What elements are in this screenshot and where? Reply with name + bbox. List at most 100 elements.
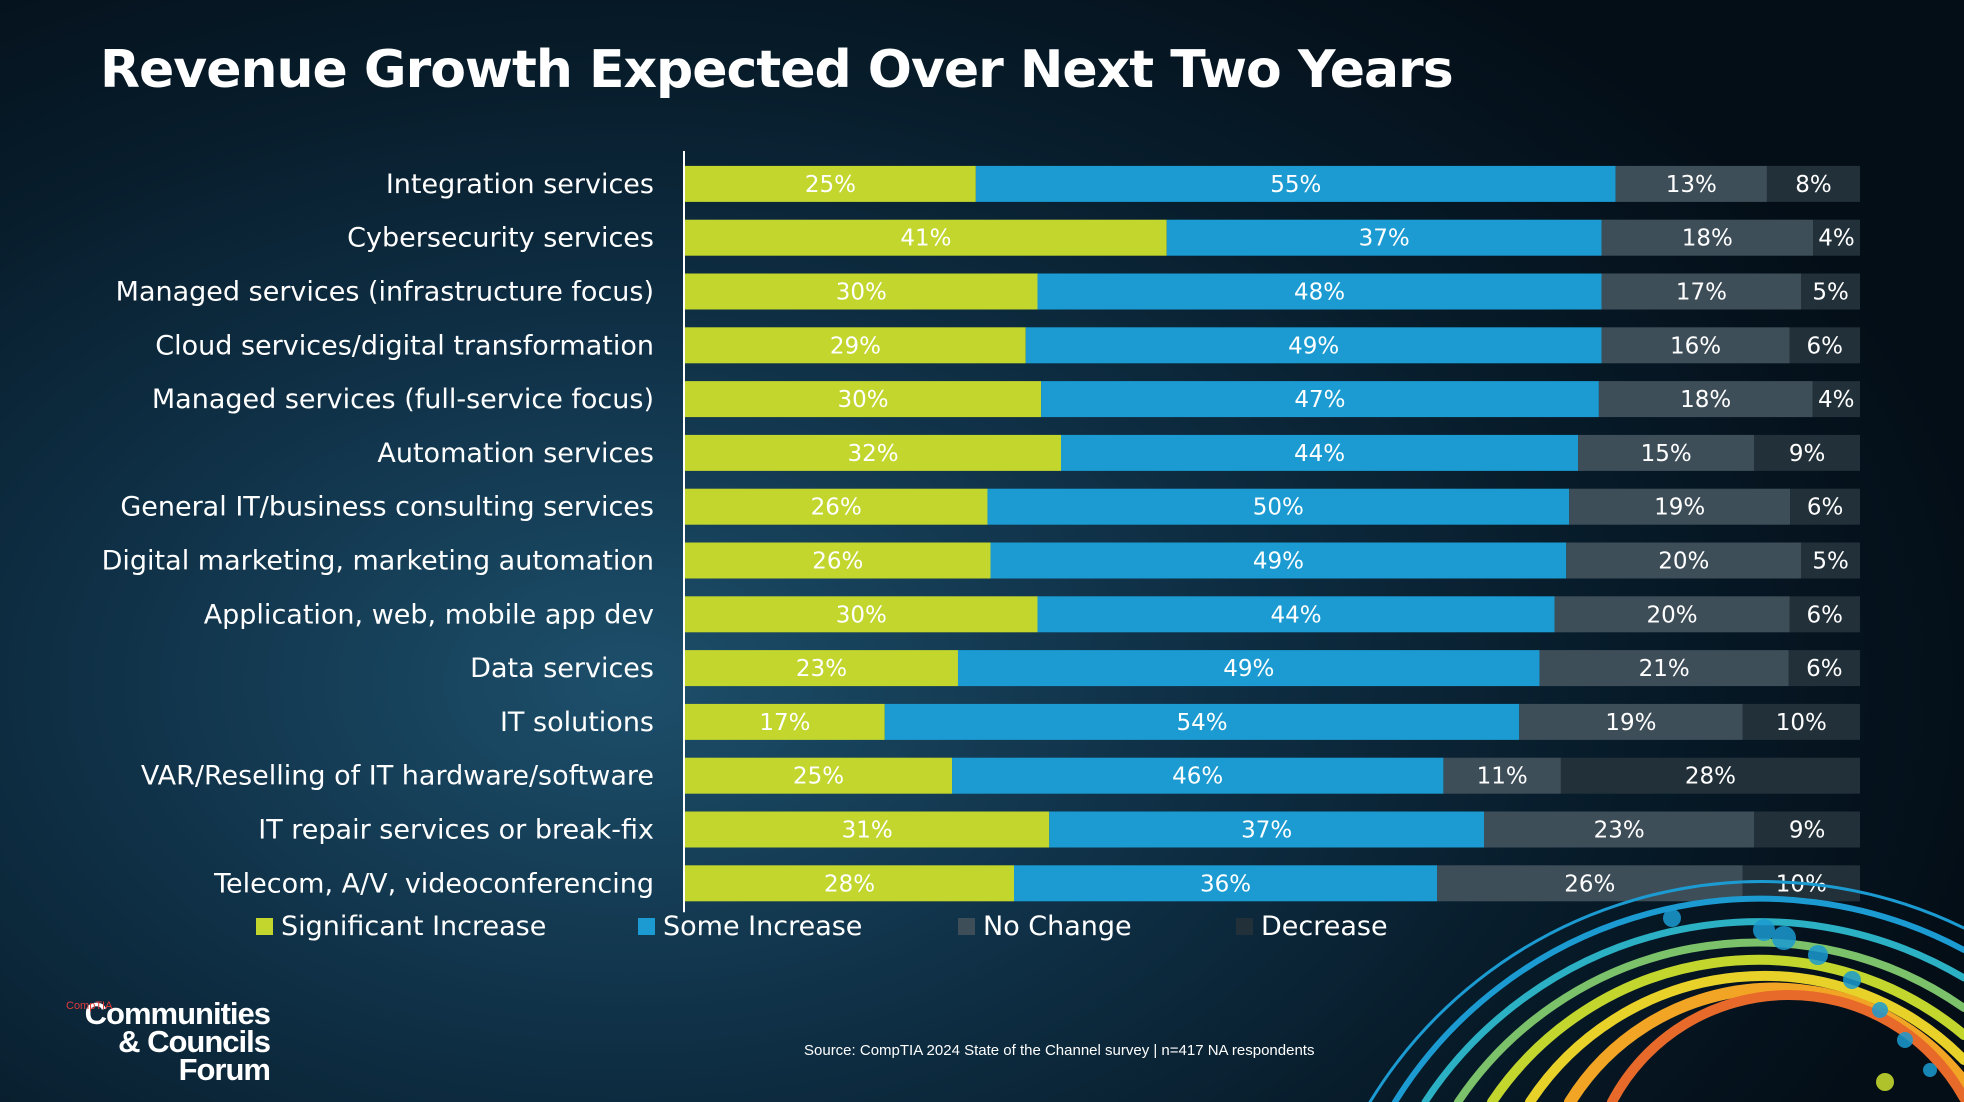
bar-segment (1754, 811, 1860, 848)
data-label: 4% (1818, 387, 1855, 413)
bar-segment (685, 381, 1042, 418)
bar-segment (685, 219, 1167, 256)
bar-segment (1789, 596, 1860, 633)
data-label: 26% (1564, 871, 1615, 897)
bar-segment (1788, 650, 1860, 687)
logo-line-2: & Councils (118, 1024, 271, 1059)
data-label: 18% (1680, 387, 1731, 413)
bar-segment (685, 596, 1038, 633)
bar-segment (685, 865, 1014, 902)
legend-label: Significant Increase (281, 911, 546, 942)
category-label: Telecom, A/V, videoconferencing (213, 868, 654, 899)
data-label: 23% (796, 656, 847, 682)
bar-segment (990, 542, 1567, 579)
data-label: 49% (1223, 656, 1274, 682)
category-label: Automation services (377, 438, 654, 469)
data-label: 44% (1294, 441, 1345, 467)
bar-segment (1061, 434, 1578, 471)
bar-segment (1812, 381, 1860, 418)
bar-segment (1742, 703, 1860, 740)
category-label: IT solutions (500, 707, 654, 738)
data-label: 48% (1294, 280, 1345, 306)
data-label: 49% (1288, 333, 1339, 359)
data-label: 18% (1682, 226, 1733, 252)
data-label: 9% (1789, 441, 1826, 467)
bar-segment (1041, 381, 1599, 418)
data-label: 19% (1605, 710, 1656, 736)
data-label: 47% (1294, 387, 1345, 413)
bar-segment (685, 488, 988, 525)
bar-segment (1554, 596, 1790, 633)
data-label: 54% (1176, 710, 1227, 736)
legend-swatch (958, 918, 975, 935)
data-label: 30% (837, 387, 888, 413)
bar-segment (685, 811, 1050, 848)
data-label: 41% (900, 226, 951, 252)
bar-segment (1437, 865, 1743, 902)
bar-segment (1519, 703, 1743, 740)
bar-segment (1601, 273, 1802, 310)
data-label: 21% (1639, 656, 1690, 682)
data-label: 16% (1670, 333, 1721, 359)
data-label: 20% (1658, 549, 1709, 575)
legend-swatch (638, 918, 655, 935)
bar-segment (1598, 381, 1813, 418)
data-label: 31% (842, 818, 893, 844)
category-label: VAR/Reselling of IT hardware/software (141, 761, 654, 792)
bar-segment (1560, 757, 1860, 794)
logo-line-1: Communities (84, 996, 271, 1031)
bar-segment (685, 165, 976, 202)
data-label: 32% (847, 441, 898, 467)
data-label: 17% (759, 710, 810, 736)
category-label: Cybersecurity services (347, 223, 654, 254)
logo-brand: CompTIA (66, 1000, 113, 1012)
data-label: 6% (1806, 656, 1843, 682)
category-label: Managed services (infrastructure focus) (116, 277, 654, 308)
bar-segment (1801, 542, 1860, 579)
data-label: 30% (836, 280, 887, 306)
bar-segment (1578, 434, 1755, 471)
legend-label: Some Increase (663, 911, 862, 942)
bar-segment (685, 757, 953, 794)
category-label: Cloud services/digital transformation (155, 330, 654, 361)
data-label: 49% (1253, 549, 1304, 575)
category-label: General IT/business consulting services (120, 492, 654, 523)
data-label: 10% (1776, 710, 1827, 736)
bar-segment (685, 434, 1061, 471)
stacked-bar-chart: Integration services 25% 55% 13% 8% Cybersecu… (116, 165, 1860, 942)
data-label: 28% (1685, 764, 1736, 790)
bar-segment (884, 703, 1520, 740)
bar-segment (1813, 219, 1860, 256)
bar-segment (952, 757, 1444, 794)
chart-title: Revenue Growth Expected Over Next Two Ye… (100, 40, 1454, 100)
forum-logo: CompTIA Communities & Councils Forum (40, 996, 271, 1087)
data-label: 29% (830, 333, 881, 359)
data-label: 15% (1641, 441, 1692, 467)
bar-segment (1754, 434, 1860, 471)
data-label: 26% (811, 495, 862, 521)
bar-segment (1037, 273, 1602, 310)
legend-swatch (1236, 918, 1253, 935)
logo-line-3: Forum (178, 1052, 271, 1087)
data-label: 11% (1477, 764, 1528, 790)
legend-swatch (256, 918, 273, 935)
data-label: 6% (1807, 495, 1844, 521)
category-label: Integration services (386, 169, 654, 200)
data-label: 17% (1676, 280, 1727, 306)
data-label: 36% (1200, 871, 1251, 897)
bar-segment (685, 273, 1038, 310)
category-label: IT repair services or break-fix (258, 815, 654, 846)
bar-segment (957, 650, 1540, 687)
bar-segment (685, 327, 1026, 364)
data-label: 4% (1818, 226, 1855, 252)
bar-segment (1025, 327, 1602, 364)
bar-segment (987, 488, 1570, 525)
bar-segment (1789, 327, 1860, 364)
data-label: 9% (1789, 818, 1826, 844)
bar-segment (1539, 650, 1789, 687)
bar-segment (685, 650, 958, 687)
data-label: 25% (805, 172, 856, 198)
data-label: 44% (1270, 602, 1321, 628)
data-label: 20% (1646, 602, 1697, 628)
